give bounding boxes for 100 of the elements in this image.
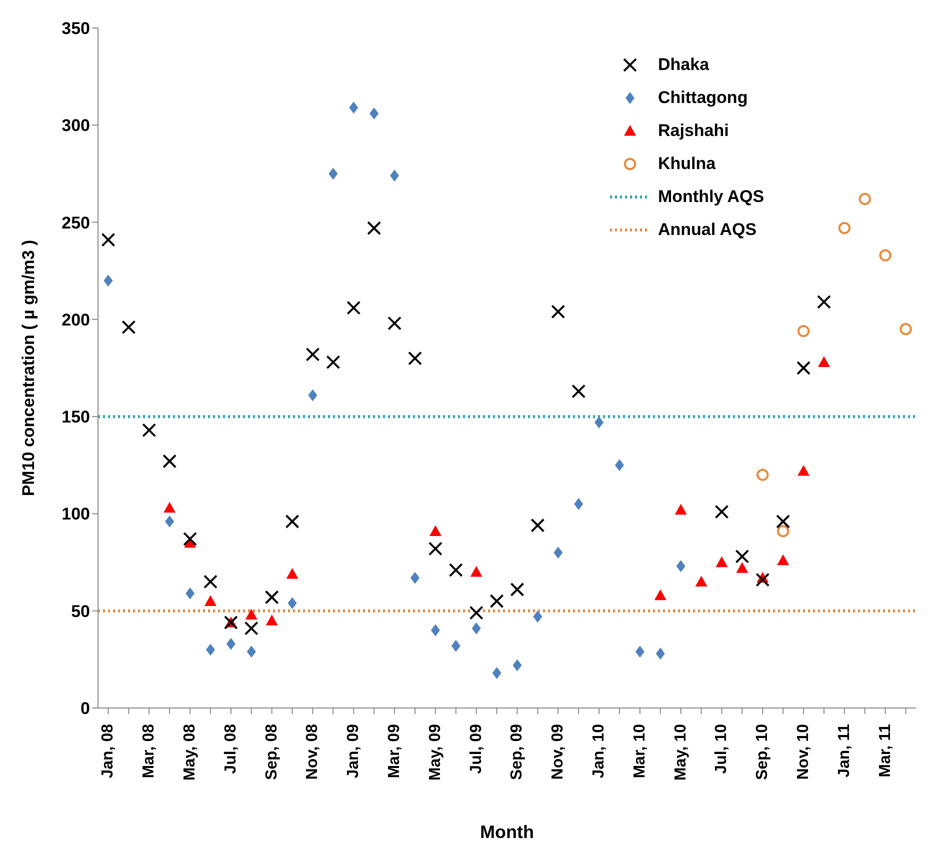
point bbox=[716, 556, 728, 568]
point bbox=[306, 347, 320, 362]
point bbox=[676, 560, 686, 572]
point bbox=[594, 416, 604, 428]
point bbox=[246, 646, 256, 658]
point bbox=[512, 659, 522, 672]
x-tick-label: Mar, 10 bbox=[631, 724, 648, 778]
legend-label: Khulna bbox=[658, 154, 716, 174]
point bbox=[165, 515, 174, 528]
point bbox=[346, 300, 361, 315]
point bbox=[328, 168, 338, 180]
point bbox=[776, 514, 790, 528]
point bbox=[428, 542, 442, 556]
y-tick-label: 350 bbox=[62, 19, 90, 38]
point bbox=[574, 498, 584, 510]
point bbox=[388, 316, 402, 330]
point bbox=[654, 589, 666, 600]
point bbox=[429, 525, 442, 536]
point bbox=[695, 576, 708, 587]
point bbox=[572, 384, 586, 398]
x-tick-label: Jul, 10 bbox=[713, 724, 730, 774]
y-tick-label: 100 bbox=[62, 504, 90, 524]
point bbox=[776, 525, 790, 538]
point bbox=[469, 606, 484, 620]
point bbox=[756, 468, 769, 481]
x-tick-label: Mar, 11 bbox=[876, 724, 894, 778]
point bbox=[410, 572, 420, 584]
legend-label: Rajshahi bbox=[658, 120, 729, 140]
point bbox=[370, 107, 379, 120]
point bbox=[470, 566, 482, 577]
legend-label: Chittagong bbox=[658, 88, 748, 108]
x-tick-label: May, 08 bbox=[182, 724, 199, 781]
point bbox=[264, 590, 279, 604]
point bbox=[206, 644, 215, 656]
x-tick-label: Jan, 08 bbox=[100, 724, 117, 778]
point bbox=[448, 563, 463, 578]
point bbox=[879, 249, 892, 262]
point bbox=[186, 587, 195, 600]
x-tick-label: Mar, 08 bbox=[140, 724, 158, 778]
point bbox=[714, 504, 729, 519]
x-tick-label: May, 10 bbox=[672, 724, 690, 781]
legend-label: Dhaka bbox=[658, 54, 710, 74]
y-tick-label: 200 bbox=[62, 310, 90, 330]
x-tick-label: May, 09 bbox=[426, 724, 444, 781]
point bbox=[554, 546, 563, 559]
point bbox=[288, 597, 297, 610]
point bbox=[367, 221, 382, 236]
x-tick-label: Nov, 09 bbox=[550, 724, 567, 780]
point bbox=[798, 464, 810, 476]
point bbox=[533, 610, 542, 623]
x-tick-label: Sep, 09 bbox=[508, 724, 526, 780]
x-tick-label: Jan, 09 bbox=[345, 724, 362, 778]
x-tick-label: Nov, 08 bbox=[304, 724, 322, 780]
point bbox=[286, 568, 298, 579]
y-tick-label: 250 bbox=[62, 213, 90, 232]
legend-label: Annual AQS bbox=[658, 220, 757, 240]
point bbox=[635, 646, 644, 658]
x-tick-label: Sep, 08 bbox=[263, 724, 280, 780]
point bbox=[777, 554, 790, 566]
x-tick-label: Nov, 10 bbox=[795, 724, 812, 780]
point bbox=[204, 595, 216, 606]
point bbox=[162, 454, 177, 468]
point bbox=[326, 355, 340, 370]
point bbox=[164, 502, 176, 513]
point bbox=[656, 648, 665, 660]
point bbox=[430, 624, 440, 636]
point bbox=[838, 222, 851, 234]
point bbox=[796, 361, 811, 375]
point bbox=[308, 389, 318, 402]
point bbox=[797, 324, 810, 338]
x-tick-label: Jul, 09 bbox=[468, 724, 485, 774]
point bbox=[390, 170, 400, 182]
point bbox=[245, 608, 258, 620]
y-tick-label: 0 bbox=[80, 699, 90, 718]
point bbox=[285, 514, 300, 528]
point bbox=[900, 323, 912, 336]
point bbox=[858, 192, 871, 206]
x-tick-label: Jul, 08 bbox=[222, 724, 240, 774]
point bbox=[472, 622, 481, 634]
point bbox=[104, 274, 113, 287]
point bbox=[614, 459, 624, 472]
point bbox=[226, 638, 236, 650]
x-axis-title: Month bbox=[480, 822, 534, 842]
point bbox=[551, 304, 566, 319]
point bbox=[203, 574, 218, 589]
point bbox=[818, 356, 830, 367]
point bbox=[122, 320, 136, 334]
point bbox=[244, 621, 258, 636]
point bbox=[736, 562, 748, 573]
point bbox=[183, 532, 198, 546]
point bbox=[510, 582, 524, 596]
point bbox=[492, 667, 502, 680]
point bbox=[756, 572, 770, 587]
x-tick-label: Jan, 11 bbox=[836, 724, 853, 778]
y-tick-label: 150 bbox=[62, 408, 90, 427]
point bbox=[101, 232, 116, 247]
legend-label: Monthly AQS bbox=[658, 186, 764, 206]
point bbox=[266, 614, 278, 626]
y-tick-label: 50 bbox=[71, 602, 90, 621]
x-tick-label: Mar, 09 bbox=[386, 724, 404, 778]
